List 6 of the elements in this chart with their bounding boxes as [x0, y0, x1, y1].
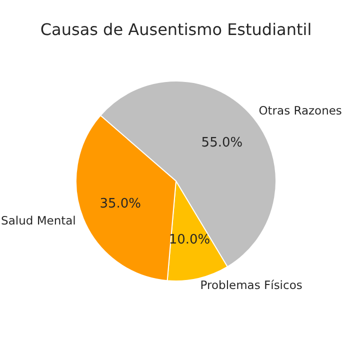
slice-label: Salud Mental: [1, 213, 76, 228]
data-label: 55.0%: [201, 135, 243, 150]
slice-label: Otras Razones: [258, 104, 342, 118]
data-label: 35.0%: [100, 196, 142, 212]
chart-title: Causas de Ausentismo Estudiantil: [40, 20, 312, 39]
slice-label: Problemas Físicos: [200, 278, 302, 292]
